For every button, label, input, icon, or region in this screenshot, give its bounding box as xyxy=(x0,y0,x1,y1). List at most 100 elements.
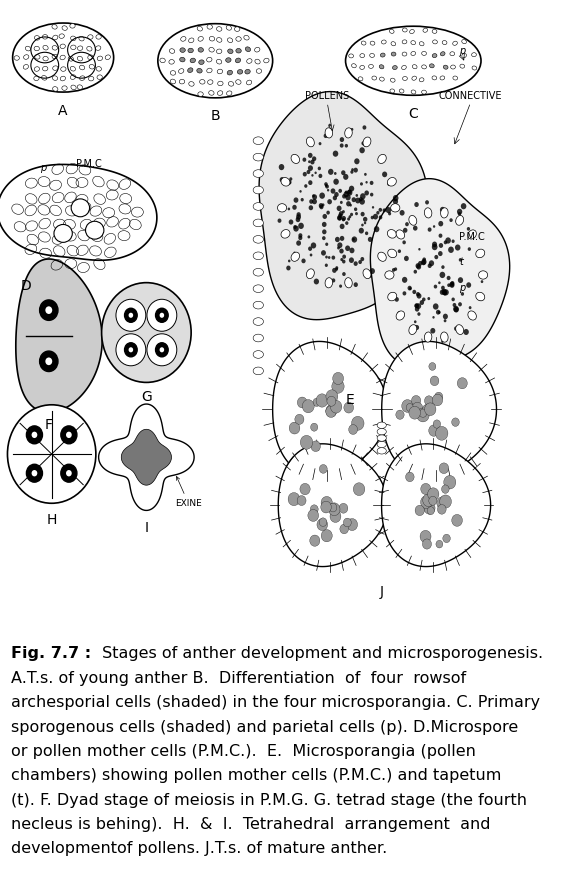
Circle shape xyxy=(293,225,297,229)
Text: sporogenous cells (shaded) and parietal cells (p). D.Microspore: sporogenous cells (shaded) and parietal … xyxy=(11,719,519,735)
Circle shape xyxy=(429,363,436,371)
Ellipse shape xyxy=(253,318,263,325)
Circle shape xyxy=(421,259,426,265)
Ellipse shape xyxy=(387,230,396,238)
Circle shape xyxy=(324,133,328,138)
Circle shape xyxy=(439,221,443,226)
Ellipse shape xyxy=(147,300,177,331)
Circle shape xyxy=(308,246,312,251)
Circle shape xyxy=(61,426,77,444)
Circle shape xyxy=(439,234,443,238)
Text: Stages of anther development and microsporogenesis.: Stages of anther development and microsp… xyxy=(97,646,543,661)
Ellipse shape xyxy=(381,53,385,57)
Circle shape xyxy=(422,298,425,301)
Ellipse shape xyxy=(218,81,223,86)
Circle shape xyxy=(370,193,374,196)
Ellipse shape xyxy=(441,208,448,218)
Circle shape xyxy=(466,282,471,288)
Ellipse shape xyxy=(189,38,194,43)
Circle shape xyxy=(125,343,137,357)
Ellipse shape xyxy=(307,269,315,279)
Circle shape xyxy=(453,307,459,313)
Ellipse shape xyxy=(422,65,426,69)
Text: chambers) showing pollen mother cells (P.M.C.) and tapetum: chambers) showing pollen mother cells (P… xyxy=(11,768,502,783)
Circle shape xyxy=(335,266,338,270)
Circle shape xyxy=(342,259,346,264)
Circle shape xyxy=(314,279,319,285)
Circle shape xyxy=(421,484,430,495)
Ellipse shape xyxy=(42,67,48,71)
Circle shape xyxy=(327,199,332,204)
Circle shape xyxy=(325,185,329,188)
Circle shape xyxy=(26,464,42,482)
Circle shape xyxy=(359,228,364,234)
Circle shape xyxy=(341,170,346,175)
Circle shape xyxy=(461,292,464,296)
Ellipse shape xyxy=(432,53,437,58)
Ellipse shape xyxy=(440,52,445,56)
Circle shape xyxy=(325,243,328,246)
Circle shape xyxy=(345,144,348,147)
Ellipse shape xyxy=(254,47,260,52)
Ellipse shape xyxy=(158,24,273,98)
Circle shape xyxy=(412,395,421,406)
Circle shape xyxy=(352,197,356,202)
Ellipse shape xyxy=(420,42,424,46)
Circle shape xyxy=(287,180,292,185)
Ellipse shape xyxy=(53,66,58,70)
Ellipse shape xyxy=(79,36,84,41)
Ellipse shape xyxy=(472,53,476,57)
Circle shape xyxy=(321,251,326,256)
Circle shape xyxy=(328,503,340,516)
Circle shape xyxy=(387,182,391,186)
Circle shape xyxy=(301,198,304,201)
Ellipse shape xyxy=(62,86,67,90)
Circle shape xyxy=(328,124,331,127)
Ellipse shape xyxy=(207,25,212,29)
Ellipse shape xyxy=(443,65,448,69)
Circle shape xyxy=(366,181,368,184)
Ellipse shape xyxy=(402,28,407,32)
Circle shape xyxy=(438,311,441,314)
Circle shape xyxy=(373,214,378,220)
Ellipse shape xyxy=(253,236,263,244)
Circle shape xyxy=(313,399,320,406)
Circle shape xyxy=(321,501,331,513)
Ellipse shape xyxy=(116,300,146,331)
Ellipse shape xyxy=(169,49,174,53)
Circle shape xyxy=(359,199,365,205)
Ellipse shape xyxy=(70,24,75,28)
Circle shape xyxy=(459,258,462,262)
Text: C: C xyxy=(409,107,418,121)
Ellipse shape xyxy=(54,224,72,243)
Circle shape xyxy=(448,246,454,253)
Circle shape xyxy=(425,396,433,406)
Circle shape xyxy=(359,147,365,153)
Circle shape xyxy=(422,258,426,262)
Ellipse shape xyxy=(97,74,102,80)
Ellipse shape xyxy=(456,325,464,335)
Ellipse shape xyxy=(377,442,386,448)
Ellipse shape xyxy=(52,25,57,29)
Polygon shape xyxy=(382,342,497,477)
Ellipse shape xyxy=(170,71,176,75)
Ellipse shape xyxy=(188,67,193,73)
Circle shape xyxy=(366,138,370,143)
Ellipse shape xyxy=(42,75,47,80)
Ellipse shape xyxy=(476,249,485,258)
Circle shape xyxy=(311,423,318,431)
Circle shape xyxy=(319,205,324,209)
Ellipse shape xyxy=(70,67,76,71)
Text: p: p xyxy=(459,46,466,56)
Circle shape xyxy=(66,470,72,477)
Ellipse shape xyxy=(190,58,196,63)
Circle shape xyxy=(415,505,424,516)
Text: D: D xyxy=(21,279,31,293)
Circle shape xyxy=(363,217,367,222)
Circle shape xyxy=(308,510,319,521)
Circle shape xyxy=(346,194,351,201)
Ellipse shape xyxy=(346,26,481,95)
Text: J: J xyxy=(380,585,383,599)
Circle shape xyxy=(400,210,405,215)
Circle shape xyxy=(293,225,299,231)
